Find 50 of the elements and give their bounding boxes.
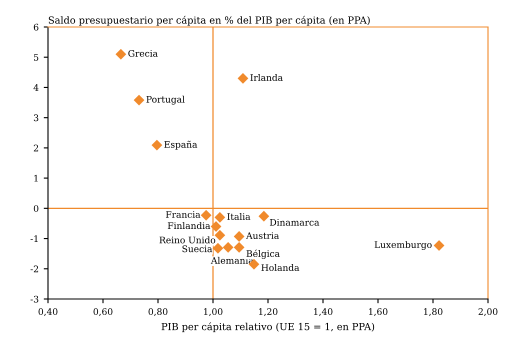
annotation: Suecia: [182, 245, 212, 252]
y-tick-label: 1: [34, 174, 38, 182]
point: [222, 242, 234, 253]
x-tick-label: 1,20: [259, 308, 278, 316]
annotation: Austria: [246, 232, 279, 240]
annotation: Luxemburgo: [374, 241, 432, 250]
annotation: Bélgica: [246, 250, 280, 259]
annotation: Holanda: [261, 264, 300, 272]
annotation: Portugal: [146, 96, 185, 105]
y-axis-title: Saldo presupuestario per cápita en % del PIB per cápita (en PPA): [48, 16, 370, 26]
point: [212, 242, 224, 254]
annotation: Alemania: [210, 256, 254, 264]
point: [152, 140, 162, 151]
point: [258, 210, 270, 222]
annotation: Reino Unido: [160, 236, 216, 244]
x-tick-label: 1,80: [424, 308, 442, 316]
point: [238, 73, 248, 84]
point: [214, 230, 226, 241]
x-tick-label: 0,80: [148, 308, 168, 316]
annotation: Italia: [227, 213, 250, 220]
point: [210, 221, 222, 232]
y-tick-label: 4: [34, 84, 39, 91]
annotation: España: [164, 140, 198, 150]
annotation: Finlandia: [168, 222, 210, 230]
x-tick-label: 1,40: [314, 308, 332, 316]
point: [134, 94, 144, 106]
point: [434, 240, 444, 251]
annotation: Irlanda: [250, 74, 283, 81]
y-tick-label: 0: [34, 205, 38, 212]
point: [234, 242, 245, 253]
point: [115, 48, 126, 60]
y-tick-label: 2: [34, 144, 38, 152]
annotation: Francia: [166, 211, 200, 218]
x-tick-label: 0,60: [94, 308, 112, 316]
point: [214, 212, 226, 223]
point: [234, 231, 245, 242]
y-tick-label: -2: [30, 266, 38, 272]
y-tick-label: 6: [34, 24, 38, 31]
point: [200, 210, 212, 221]
y-tick-label: -3: [30, 296, 38, 303]
x-tick-label: 1,60: [369, 308, 388, 316]
x-axis-title: PIB per cápita relativo (UE 15 = 1, en PPA): [162, 322, 374, 332]
x-tick-label: 1,00: [204, 308, 222, 316]
x-tick-label: 2,00: [478, 308, 498, 316]
annotation: Dinamarca: [270, 218, 320, 226]
y-tick-label: -1: [30, 235, 38, 242]
x-tick-label: 0,40: [38, 308, 58, 316]
annotation: Grecia: [128, 50, 158, 57]
y-tick-label: 5: [34, 54, 38, 61]
y-tick-label: 3: [34, 114, 38, 122]
